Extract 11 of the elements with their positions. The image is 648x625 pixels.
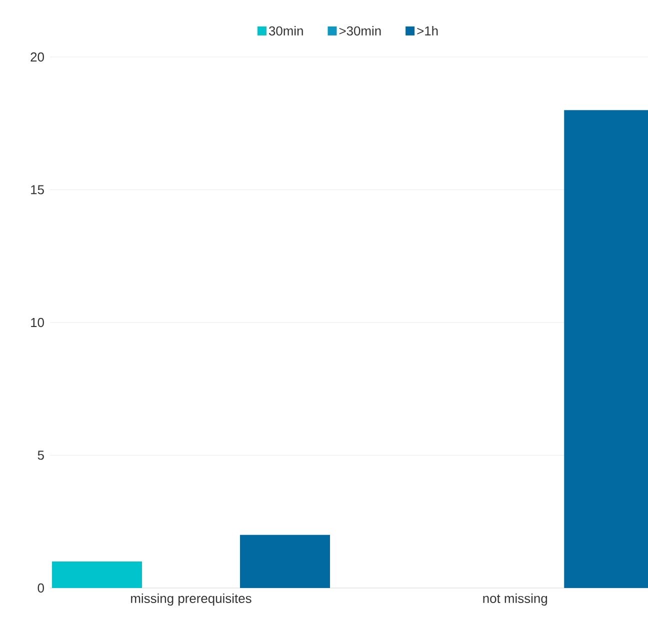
x-tick-label: missing prerequisites — [131, 594, 252, 606]
y-tick-label: 5 — [38, 450, 44, 460]
legend-label: >1h — [417, 26, 438, 36]
y-tick-label: 20 — [30, 52, 44, 62]
legend-label: >30min — [339, 26, 381, 36]
x-tick-label: not missing — [483, 594, 548, 606]
y-tick-label: 10 — [31, 318, 44, 328]
bar — [52, 561, 142, 588]
y-tick-label: 15 — [31, 185, 44, 194]
legend-label: 30min — [268, 26, 303, 36]
y-tick-label: 0 — [38, 583, 44, 593]
